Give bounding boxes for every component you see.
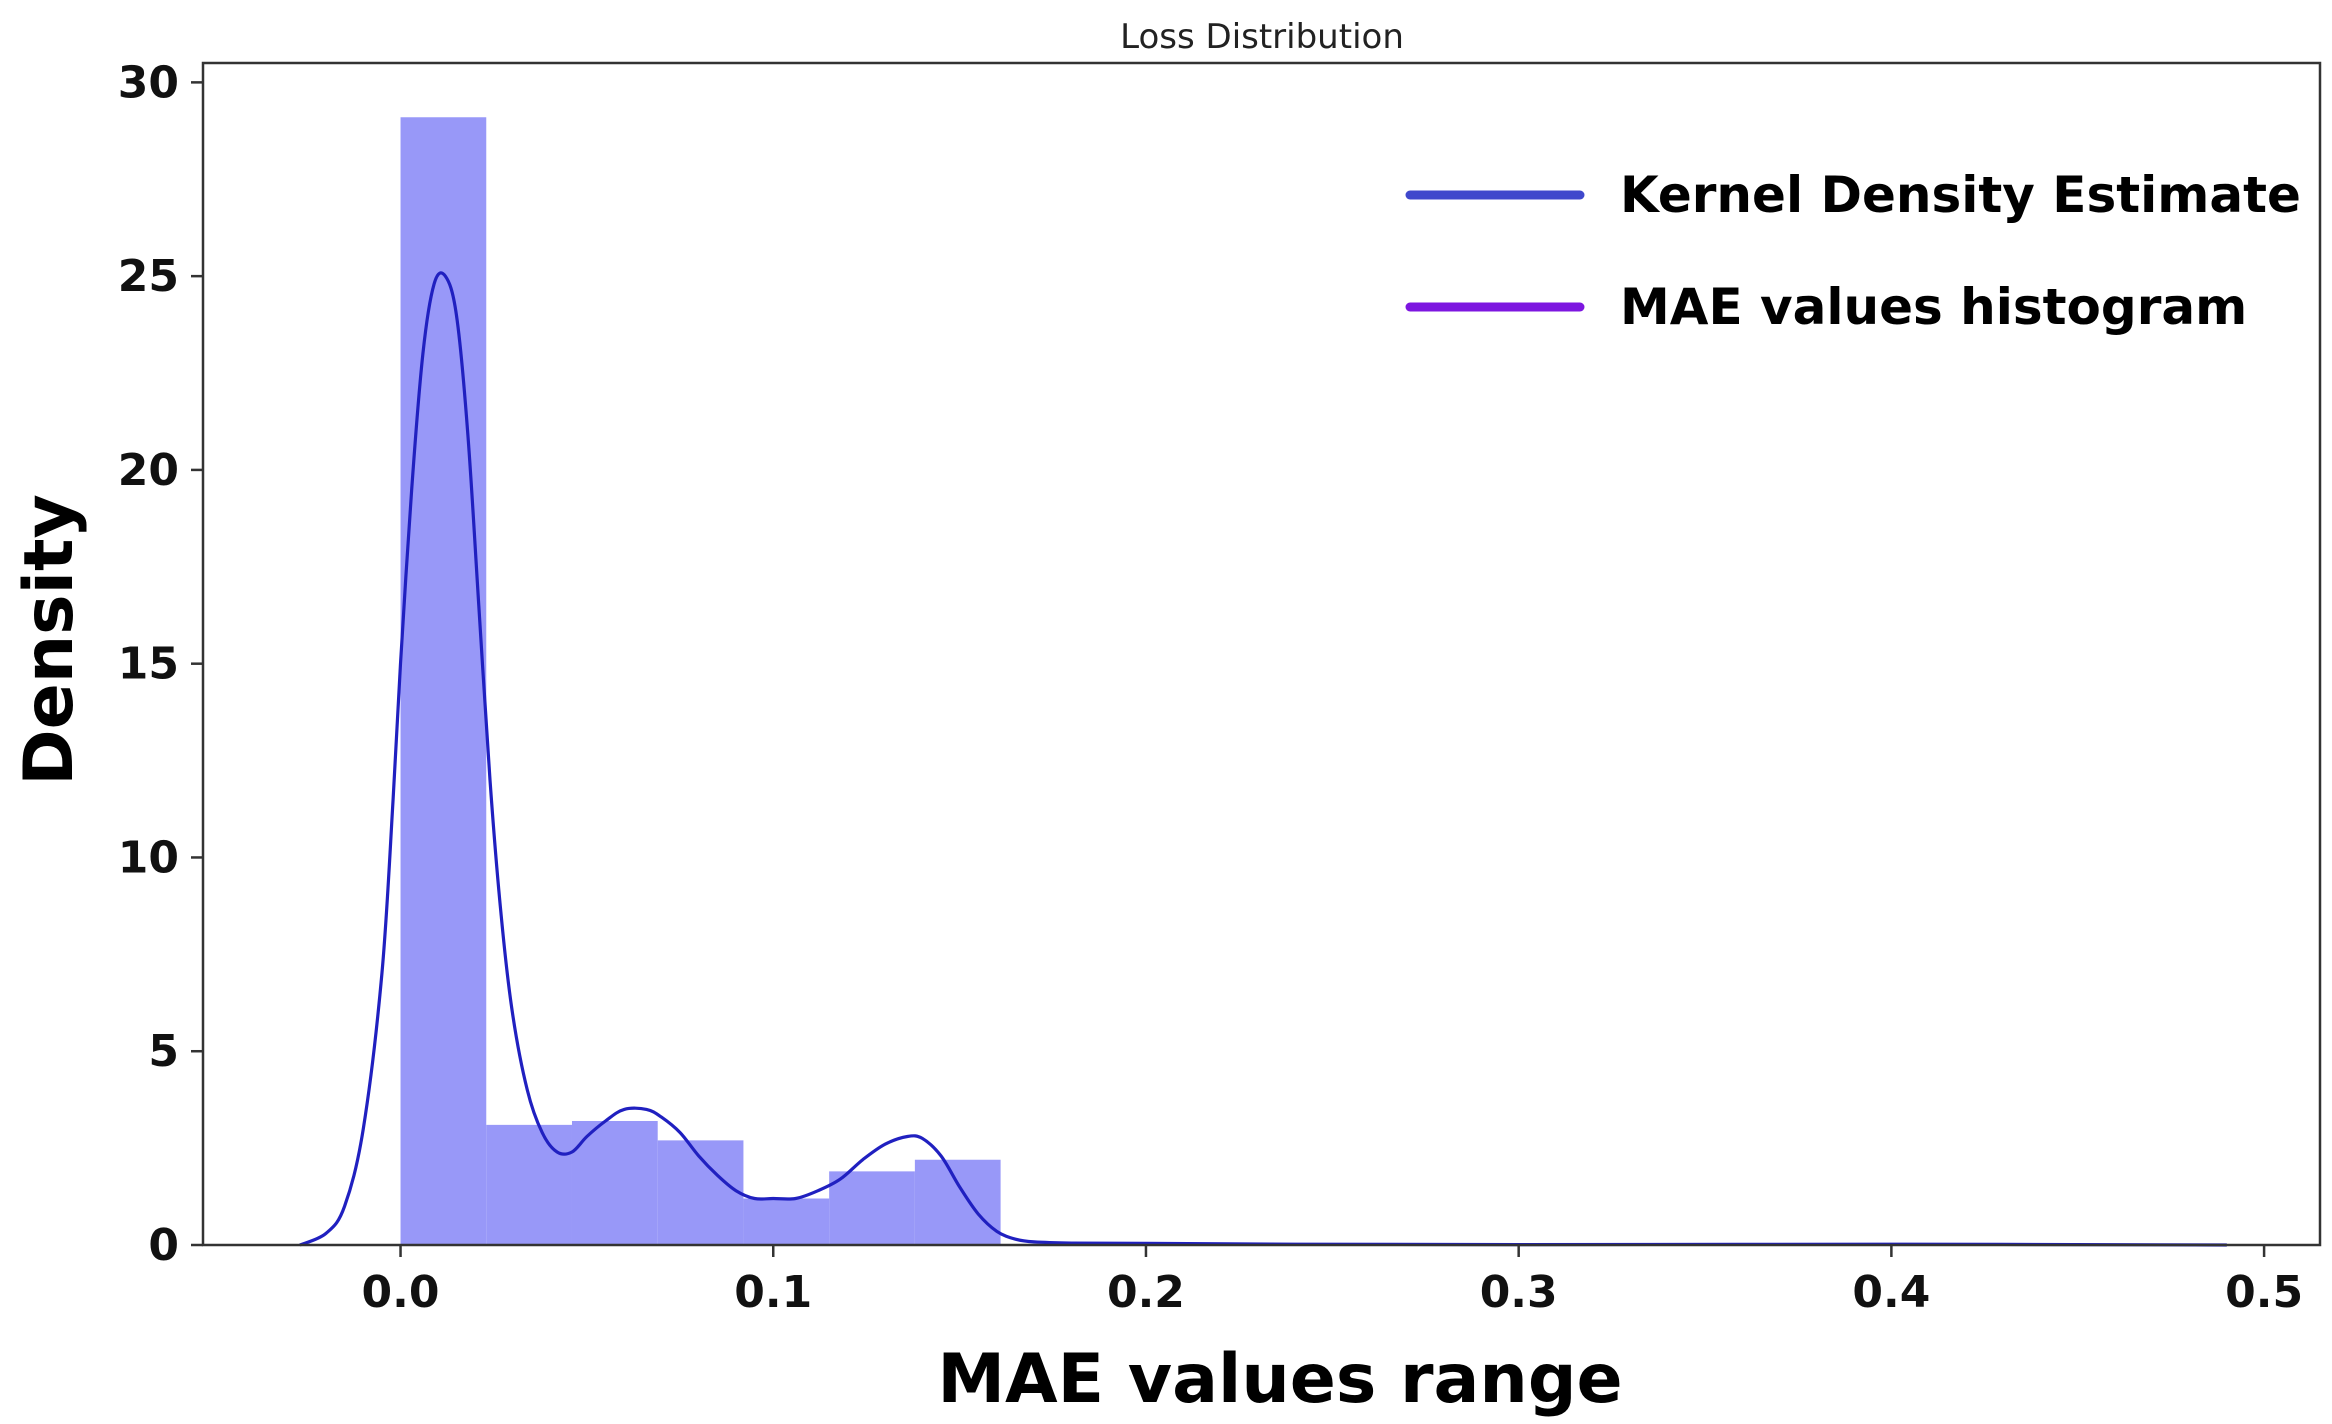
x-axis: 0.0 0.1 0.2 0.3 0.4 0.5 [362, 1245, 2303, 1318]
histogram-bar [400, 117, 487, 1245]
x-tick-label: 0.4 [1852, 1267, 1930, 1318]
histogram-bars [400, 117, 1001, 1245]
x-tick-label: 0.0 [362, 1267, 440, 1318]
y-tick-label: 5 [148, 1026, 179, 1077]
x-axis-label: MAE values range [937, 1340, 1622, 1419]
x-tick-label: 0.3 [1480, 1267, 1558, 1318]
legend-label: Kernel Density Estimate [1620, 166, 2301, 224]
x-tick-label: 0.1 [734, 1267, 812, 1318]
x-tick-label: 0.5 [2225, 1267, 2303, 1318]
y-tick-label: 15 [118, 639, 179, 690]
x-tick-label: 0.2 [1107, 1267, 1185, 1318]
y-tick-label: 30 [118, 57, 179, 108]
chart-title: Loss Distribution [1120, 17, 1404, 57]
y-tick-label: 20 [118, 445, 179, 496]
histogram-bar [486, 1124, 572, 1245]
y-axis: 0 5 10 15 20 25 30 [118, 57, 203, 1271]
histogram-bar [914, 1159, 1001, 1245]
y-tick-label: 0 [148, 1220, 179, 1271]
y-tick-label: 10 [118, 832, 179, 883]
legend-label: MAE values histogram [1620, 278, 2247, 336]
plot-frame [201, 61, 2322, 1247]
histogram-bar [571, 1120, 658, 1245]
histogram-bar [743, 1198, 830, 1245]
kde-curve [299, 271, 2227, 1247]
y-tick-label: 25 [118, 251, 179, 302]
legend: Kernel Density Estimate MAE values histog… [1405, 166, 2301, 336]
y-axis-label: Density [10, 494, 89, 786]
histogram-bar [829, 1171, 915, 1245]
